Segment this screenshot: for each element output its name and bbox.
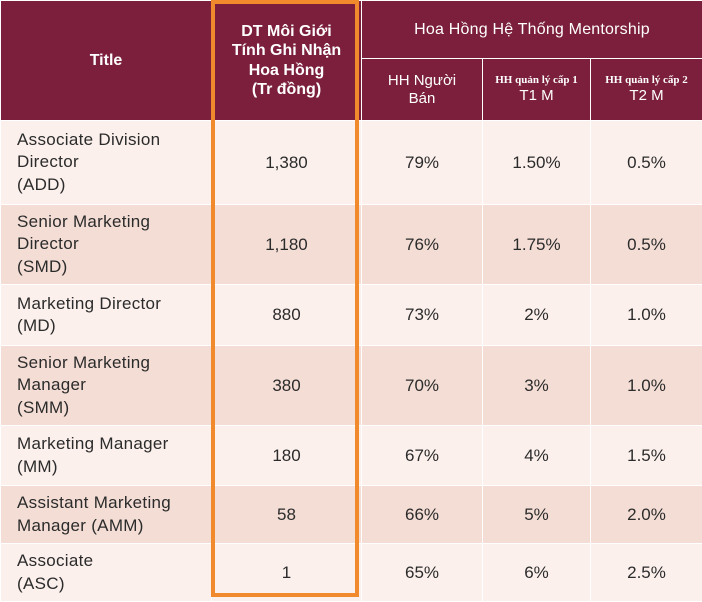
header-row-top: Title DT Môi Giới Tính Ghi Nhận Hoa Hồng…	[1, 1, 702, 59]
row-title-line: (MD)	[17, 315, 211, 337]
header-t2-label: T2 M	[629, 87, 663, 104]
row-t2: 1.5%	[591, 426, 702, 486]
row-t1: 1.75%	[483, 205, 591, 285]
header-seller-commission: HH Người Bán	[362, 59, 483, 121]
row-title-line: (ASC)	[17, 573, 211, 595]
row-title-line: Manager (AMM)	[17, 515, 211, 537]
row-title-line: Associate Division	[17, 129, 211, 151]
row-dt: 180	[212, 426, 362, 486]
row-title-line: Manager	[17, 374, 211, 396]
header-t1-label: T1 M	[519, 87, 553, 104]
row-title-line: Director	[17, 233, 211, 255]
row-t1: 3%	[483, 346, 591, 426]
row-dt: 58	[212, 486, 362, 544]
row-title-line: Senior Marketing	[17, 211, 211, 233]
header-seller-line: HH Người	[362, 72, 482, 90]
row-title: Marketing Director (MD)	[1, 285, 212, 346]
row-dt: 1,180	[212, 205, 362, 285]
header-t1-small: HH quản lý cấp 1	[483, 74, 590, 87]
table-row: Assistant Marketing Manager (AMM) 58 66%…	[1, 486, 702, 544]
row-t2: 0.5%	[591, 121, 702, 205]
row-seller: 73%	[362, 285, 483, 346]
row-title-line: Associate	[17, 550, 211, 572]
row-title-line: (MM)	[17, 456, 211, 478]
row-t2: 1.0%	[591, 285, 702, 346]
row-t1: 4%	[483, 426, 591, 486]
row-seller: 65%	[362, 544, 483, 602]
row-t1: 1.50%	[483, 121, 591, 205]
row-dt: 380	[212, 346, 362, 426]
row-title: Associate Division Director (ADD)	[1, 121, 212, 205]
table-row: Associate Division Director (ADD) 1,380 …	[1, 121, 702, 205]
table-row: Associate (ASC) 1 65% 6% 2.5%	[1, 544, 702, 602]
row-t2: 1.0%	[591, 346, 702, 426]
header-dt-line: Tính Ghi Nhận	[218, 41, 355, 60]
row-t2: 0.5%	[591, 205, 702, 285]
header-mentorship-group: Hoa Hồng Hệ Thống Mentorship	[362, 1, 702, 59]
table-row: Marketing Manager (MM) 180 67% 4% 1.5%	[1, 426, 702, 486]
row-title-line: Director	[17, 151, 211, 173]
row-seller: 79%	[362, 121, 483, 205]
row-dt: 1,380	[212, 121, 362, 205]
row-title: Senior Marketing Director (SMD)	[1, 205, 212, 285]
header-seller-line: Bán	[362, 90, 482, 108]
row-seller: 67%	[362, 426, 483, 486]
header-title: Title	[1, 1, 212, 121]
header-brokerage-revenue: DT Môi Giới Tính Ghi Nhận Hoa Hồng (Tr đ…	[212, 1, 362, 121]
table-row: Marketing Director (MD) 880 73% 2% 1.0%	[1, 285, 702, 346]
row-t1: 6%	[483, 544, 591, 602]
row-title-line: (SMD)	[17, 256, 211, 278]
row-title-line: Marketing Director	[17, 293, 211, 315]
row-title-line: Assistant Marketing	[17, 492, 211, 514]
row-title-line: (ADD)	[17, 174, 211, 196]
header-t2-small: HH quản lý cấp 2	[591, 74, 702, 87]
row-title: Assistant Marketing Manager (AMM)	[1, 486, 212, 544]
row-seller: 76%	[362, 205, 483, 285]
row-t1: 5%	[483, 486, 591, 544]
row-title-line: Senior Marketing	[17, 352, 211, 374]
row-dt: 880	[212, 285, 362, 346]
row-t2: 2.5%	[591, 544, 702, 602]
header-t2-manager: HH quản lý cấp 2 T2 M	[591, 59, 702, 121]
row-seller: 66%	[362, 486, 483, 544]
row-seller: 70%	[362, 346, 483, 426]
header-t1-manager: HH quản lý cấp 1 T1 M	[483, 59, 591, 121]
table-row: Senior Marketing Manager (SMM) 380 70% 3…	[1, 346, 702, 426]
row-title-line: (SMM)	[17, 397, 211, 419]
row-title: Senior Marketing Manager (SMM)	[1, 346, 212, 426]
row-t1: 2%	[483, 285, 591, 346]
row-t2: 2.0%	[591, 486, 702, 544]
table-row: Senior Marketing Director (SMD) 1,180 76…	[1, 205, 702, 285]
header-dt-line: (Tr đồng)	[218, 80, 355, 99]
header-dt-line: DT Môi Giới	[218, 22, 355, 41]
header-dt-line: Hoa Hồng	[218, 61, 355, 80]
row-title: Marketing Manager (MM)	[1, 426, 212, 486]
row-dt: 1	[212, 544, 362, 602]
row-title-line: Marketing Manager	[17, 433, 211, 455]
row-title: Associate (ASC)	[1, 544, 212, 602]
